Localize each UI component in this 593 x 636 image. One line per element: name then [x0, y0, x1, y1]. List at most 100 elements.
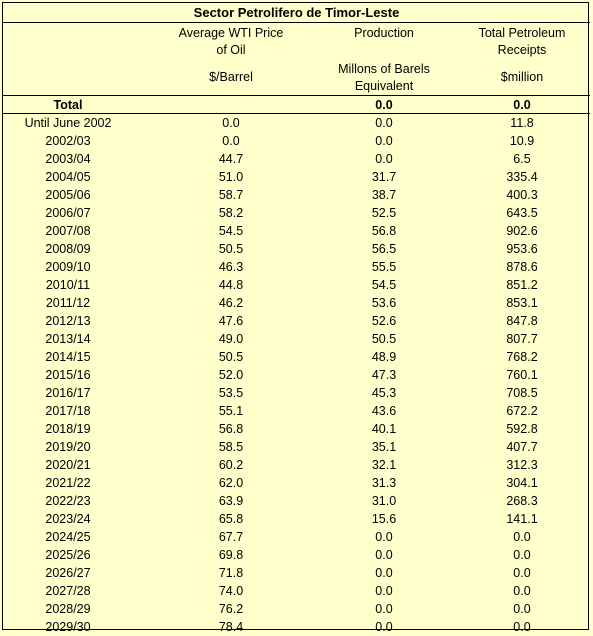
- row-price: 46.2: [218, 296, 244, 310]
- row-price: 67.7: [218, 530, 244, 544]
- row-receipts: 708.5: [506, 386, 538, 400]
- row-year: 2002/03: [45, 134, 91, 148]
- header-production-unit-text: Millons of Barels Equivalent: [338, 62, 430, 93]
- row-receipts: 672.2: [506, 404, 538, 418]
- row-receipts: 312.3: [506, 458, 538, 472]
- row-year: 2014/15: [45, 350, 91, 364]
- row-production: 54.5: [371, 278, 397, 292]
- row-production: 35.1: [371, 440, 397, 454]
- total-receipts: 0.0: [513, 98, 531, 112]
- total-label: Total: [53, 98, 83, 112]
- row-year: 2006/07: [45, 206, 91, 220]
- row-production: 48.9: [371, 350, 397, 364]
- row-receipts: 592.8: [506, 422, 538, 436]
- table-title: Sector Petrolifero de Timor-Leste: [3, 3, 590, 23]
- header-production-label: Production: [354, 26, 414, 40]
- table-row: 2023/24 65.8 15.6 141.1: [3, 510, 590, 528]
- row-year: 2013/14: [45, 332, 91, 346]
- row-receipts: 141.1: [506, 512, 538, 526]
- row-price: 74.0: [218, 584, 244, 598]
- row-price: 58.2: [218, 206, 244, 220]
- row-price: 49.0: [218, 332, 244, 346]
- row-receipts: 953.6: [506, 242, 538, 256]
- row-receipts: 6.5: [513, 152, 531, 166]
- row-receipts: 304.1: [506, 476, 538, 490]
- row-year: 2011/12: [45, 296, 91, 310]
- row-year: 2018/19: [45, 422, 91, 436]
- row-price: 53.5: [218, 386, 244, 400]
- row-production: 0.0: [375, 584, 393, 598]
- table-row: Until June 2002 0.0 0.0 11.8: [3, 114, 590, 132]
- row-receipts: 760.1: [506, 368, 538, 382]
- table-row: 2012/13 47.6 52.6 847.8: [3, 312, 590, 330]
- row-receipts: 851.2: [506, 278, 538, 292]
- table-row: 2013/14 49.0 50.5 807.7: [3, 330, 590, 348]
- row-receipts: 878.6: [506, 260, 538, 274]
- row-year: Until June 2002: [24, 116, 112, 130]
- row-price: 50.5: [218, 242, 244, 256]
- table-body: Total 0.0 0.0 Until June 2002 0.0 0.0 11.8 2…: [3, 96, 590, 636]
- row-price: 58.7: [218, 188, 244, 202]
- row-receipts: 335.4: [506, 170, 538, 184]
- table-row: 2026/27 71.8 0.0 0.0: [3, 564, 590, 582]
- table-row: 2025/26 69.8 0.0 0.0: [3, 546, 590, 564]
- row-production: 43.6: [371, 404, 397, 418]
- row-receipts: 11.8: [510, 116, 534, 130]
- row-receipts: 768.2: [506, 350, 538, 364]
- table-row: 2017/18 55.1 43.6 672.2: [3, 402, 590, 420]
- row-year: 2016/17: [45, 386, 91, 400]
- table-row: 2007/08 54.5 56.8 902.6: [3, 222, 590, 240]
- row-year: 2021/22: [45, 476, 91, 490]
- row-year: 2022/23: [45, 494, 91, 508]
- row-receipts: 807.7: [506, 332, 538, 346]
- row-receipts: 0.0: [513, 602, 531, 616]
- table-row: 2002/03 0.0 0.0 10.9: [3, 132, 590, 150]
- row-production: 40.1: [371, 422, 397, 436]
- row-production: 38.7: [371, 188, 397, 202]
- table-row: 2028/29 76.2 0.0 0.0: [3, 600, 590, 618]
- row-price: 47.6: [218, 314, 244, 328]
- table-row: 2016/17 53.5 45.3 708.5: [3, 384, 590, 402]
- row-production: 52.6: [371, 314, 397, 328]
- row-production: 53.6: [371, 296, 397, 310]
- table-row: 2020/21 60.2 32.1 312.3: [3, 456, 590, 474]
- table-row: 2004/05 51.0 31.7 335.4: [3, 168, 590, 186]
- header-receipts-label: Total Petroleum Receipts: [449, 25, 593, 59]
- row-price: 56.8: [218, 422, 244, 436]
- header-production-unit: Millons of Barels Equivalent: [299, 61, 469, 95]
- row-receipts: 902.6: [506, 224, 538, 238]
- row-price: 58.5: [218, 440, 244, 454]
- row-price: 44.8: [218, 278, 244, 292]
- row-year: 2028/29: [45, 602, 91, 616]
- row-price: 44.7: [218, 152, 244, 166]
- row-production: 0.0: [375, 602, 393, 616]
- row-receipts: 0.0: [513, 584, 531, 598]
- row-receipts: 10.9: [509, 134, 535, 148]
- header-receipts-unit: $million: [500, 70, 544, 84]
- row-production: 50.5: [371, 332, 397, 346]
- table-row: 2021/22 62.0 31.3 304.1: [3, 474, 590, 492]
- row-price: 78.4: [218, 620, 244, 634]
- row-price: 60.2: [218, 458, 244, 472]
- row-production: 31.3: [371, 476, 397, 490]
- row-production: 55.5: [371, 260, 397, 274]
- row-year: 2009/10: [45, 260, 91, 274]
- row-price: 55.1: [218, 404, 244, 418]
- row-price: 63.9: [218, 494, 244, 508]
- total-production: 0.0: [375, 98, 393, 112]
- table-row: 2011/12 46.2 53.6 853.1: [3, 294, 590, 312]
- row-production: 47.3: [371, 368, 397, 382]
- row-price: 50.5: [218, 350, 244, 364]
- row-production: 0.0: [375, 530, 393, 544]
- row-price: 0.0: [222, 134, 240, 148]
- table-row: 2018/19 56.8 40.1 592.8: [3, 420, 590, 438]
- row-production: 0.0: [375, 134, 393, 148]
- row-year: 2010/11: [45, 278, 91, 292]
- table-row: 2029/30 78.4 0.0 0.0: [3, 618, 590, 636]
- row-year: 2020/21: [45, 458, 91, 472]
- row-production: 0.0: [375, 566, 393, 580]
- row-year: 2023/24: [45, 512, 91, 526]
- row-price: 65.8: [218, 512, 244, 526]
- table-row: 2006/07 58.2 52.5 643.5: [3, 204, 590, 222]
